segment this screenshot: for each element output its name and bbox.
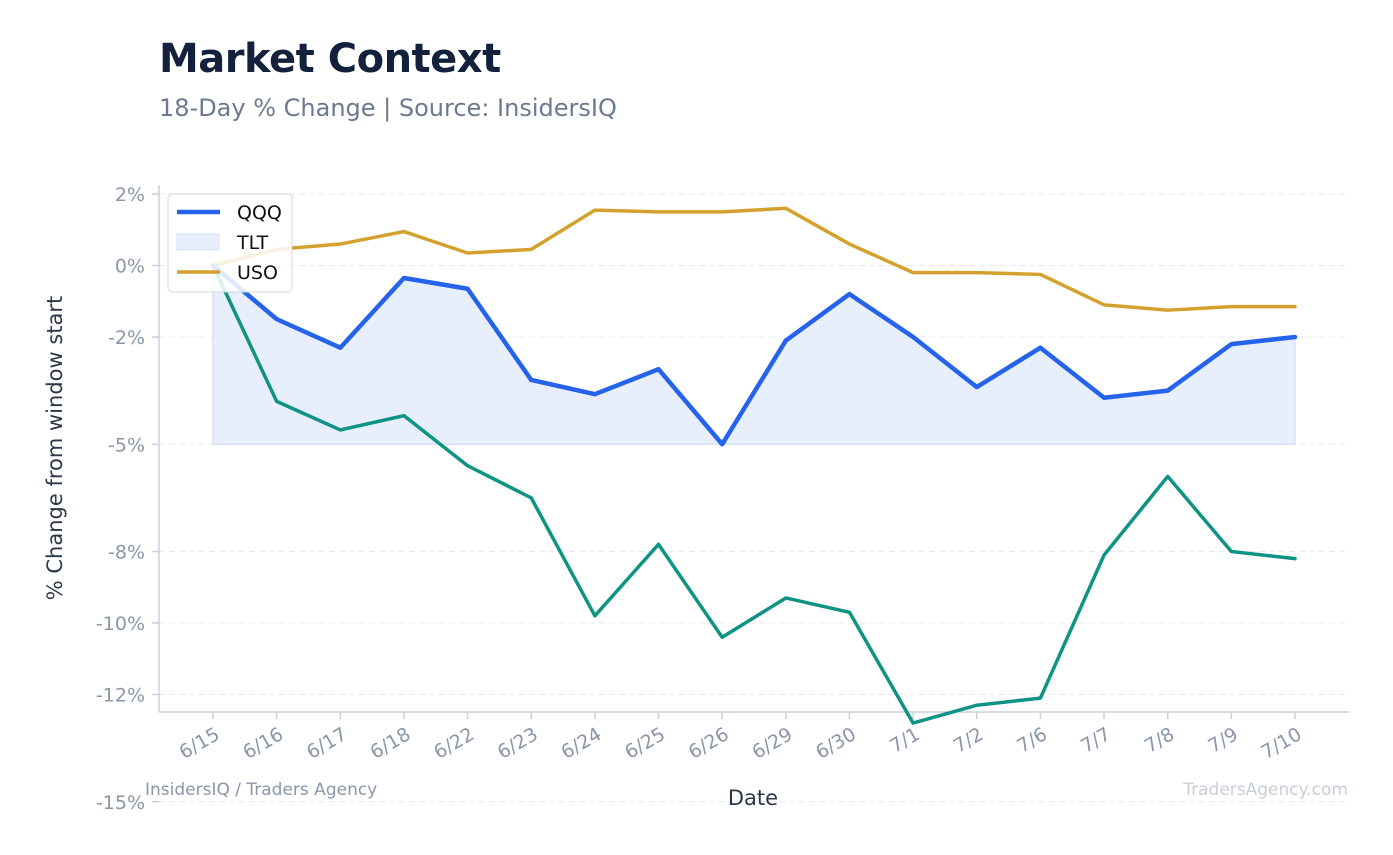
- x-tick-label: 6/23: [494, 723, 542, 763]
- x-tick-label: 7/1: [886, 723, 923, 757]
- y-tick-label: -10%: [96, 613, 145, 635]
- x-tick-label: 6/18: [366, 723, 414, 763]
- x-tick-label: 6/22: [430, 723, 478, 763]
- x-tick-labels: 6/15 6/16 6/17 6/18 6/22 6/23 6/24 6/25 6/26 6/29…: [176, 712, 1306, 764]
- x-tick-label: 6/15: [176, 723, 224, 763]
- chart-subtitle: 18-Day % Change | Source: InsidersIQ: [159, 94, 617, 122]
- series-lines: [210, 206, 1298, 725]
- y-tick-label: 2%: [115, 184, 145, 206]
- y-tick-label: -15%: [96, 792, 145, 814]
- x-tick-label: 6/16: [239, 723, 287, 763]
- x-axis-label: Date: [728, 786, 778, 810]
- y-tick-label: -12%: [96, 685, 145, 707]
- legend-box: [167, 193, 293, 293]
- y-tick-labels: 2% 0% -2% -5% -8% -10% -12% -15%: [96, 184, 159, 814]
- tlt-band-area: [212, 263, 1296, 446]
- y-tick-label: -2%: [108, 327, 145, 349]
- y-tick-label: 0%: [115, 256, 145, 278]
- legend-swatch-tlt: [176, 233, 220, 251]
- legend-label-qqq: QQQ: [237, 202, 282, 224]
- x-tick-label: 6/26: [685, 723, 733, 763]
- footer-attribution: InsidersIQ / Traders Agency: [145, 780, 378, 800]
- x-tick-label: 6/17: [303, 723, 351, 763]
- series-line-qqq: [210, 263, 1298, 447]
- legend-label-tlt: TLT: [236, 232, 269, 254]
- grid-lines: [159, 193, 1349, 803]
- series-line-tlt: [211, 263, 1297, 725]
- x-tick-label: 7/7: [1077, 723, 1114, 757]
- y-tick-label: -5%: [108, 434, 145, 456]
- x-tick-label: 7/10: [1258, 723, 1306, 763]
- x-tick-label: 7/9: [1204, 723, 1241, 757]
- tlt-band: [212, 263, 1296, 446]
- y-tick-label: -8%: [108, 542, 145, 564]
- x-tick-label: 6/25: [621, 723, 669, 763]
- legend-label-uso: USO: [237, 262, 278, 284]
- footer-watermark: TradersAgency.com: [1183, 780, 1348, 800]
- chart-title: Market Context: [159, 36, 501, 82]
- series-line-uso: [211, 206, 1297, 312]
- x-tick-label: 7/6: [1013, 723, 1050, 757]
- x-tick-label: 7/2: [950, 723, 987, 757]
- x-tick-label: 6/30: [812, 723, 860, 763]
- axes: [158, 185, 1349, 713]
- y-axis-label: % Change from window start: [43, 296, 67, 601]
- x-tick-label: 6/29: [748, 723, 796, 763]
- x-tick-label: 6/24: [557, 723, 605, 763]
- x-tick-label: 7/8: [1141, 723, 1178, 757]
- legend: QQQ TLT USO: [167, 193, 293, 293]
